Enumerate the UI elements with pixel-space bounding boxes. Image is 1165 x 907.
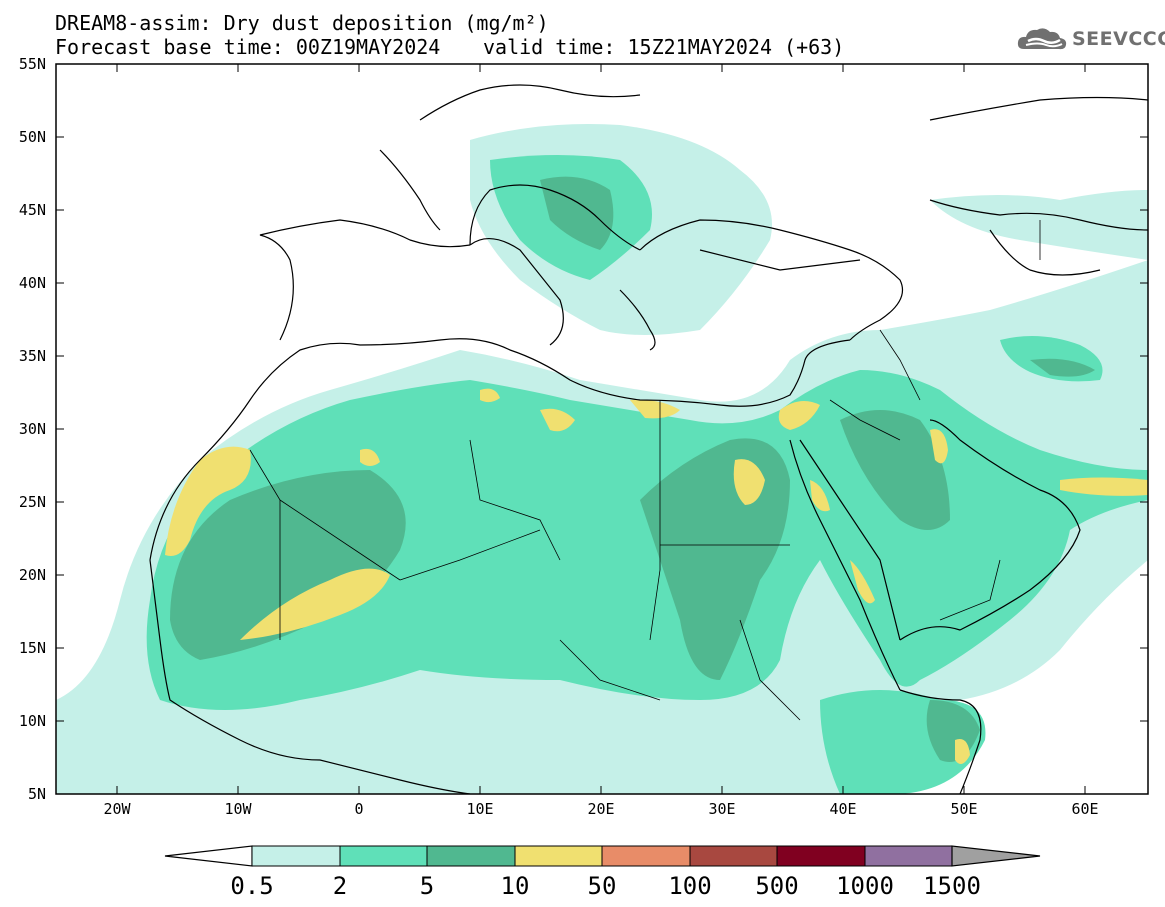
lat-label: 5N [27, 785, 46, 803]
colorbar-label: 5 [419, 872, 435, 900]
colorbar-label: 500 [755, 872, 799, 900]
lat-label: 20N [18, 566, 46, 584]
lat-label: 30N [18, 420, 46, 438]
seevccc-logo: SEEVCCC [1016, 22, 1165, 56]
valid-time: valid time: 15Z21MAY2024 (+63) [483, 35, 845, 59]
colorbar-bin-10-50 [514, 845, 603, 867]
colorbar-over-arrow [951, 845, 1041, 867]
lat-label: 40N [18, 274, 46, 292]
map-title: DREAM8-assim: Dry dust deposition (mg/m²… [55, 11, 549, 35]
lon-label: 20E [587, 800, 615, 818]
colorbar-bin-50-100 [601, 845, 691, 867]
colorbar-bin-100-500 [689, 845, 778, 867]
lat-label: 50N [18, 128, 46, 146]
country-borders [249, 220, 1041, 721]
colorbar-bin-2-5 [339, 845, 428, 867]
lon-label: 30E [708, 800, 736, 818]
lat-label: 15N [18, 639, 46, 657]
colorbar-bin-0.5-2 [251, 845, 341, 867]
lon-label: 50E [950, 800, 978, 818]
colorbar-label: 50 [587, 872, 617, 900]
lat-label: 55N [18, 55, 46, 73]
lat-label: 45N [18, 201, 46, 219]
colorbar-bin-1000-1500 [864, 845, 953, 867]
lon-label: 10E [466, 800, 494, 818]
colorbar [164, 845, 1041, 867]
colorbar-label: 1500 [923, 872, 981, 900]
lat-label: 10N [18, 712, 46, 730]
colorbar-label: 100 [668, 872, 712, 900]
lat-ticks [56, 63, 1148, 795]
colorbar-bin-500-1000 [776, 845, 866, 867]
lon-label: 10W [224, 800, 252, 818]
cloud-icon [1017, 28, 1067, 50]
colorbar-label: 2 [332, 872, 348, 900]
colorbar-under-arrow [164, 845, 253, 867]
lon-label: 60E [1071, 800, 1099, 818]
lon-label: 20W [103, 800, 131, 818]
lon-label: 40E [829, 800, 857, 818]
lat-label: 25N [18, 493, 46, 511]
lon-label: 0 [354, 800, 364, 818]
colorbar-bin-5-10 [426, 845, 516, 867]
logo-text: SEEVCCC [1072, 28, 1165, 50]
lon-ticks [116, 64, 1086, 794]
colorbar-label: 0.5 [230, 872, 274, 900]
lat-label: 35N [18, 347, 46, 365]
colorbar-label: 1000 [836, 872, 894, 900]
colorbar-label: 10 [500, 872, 530, 900]
forecast-base-time: Forecast base time: 00Z19MAY2024 [55, 35, 441, 59]
coastlines [149, 84, 1148, 794]
shade-band-4 [165, 388, 1148, 764]
